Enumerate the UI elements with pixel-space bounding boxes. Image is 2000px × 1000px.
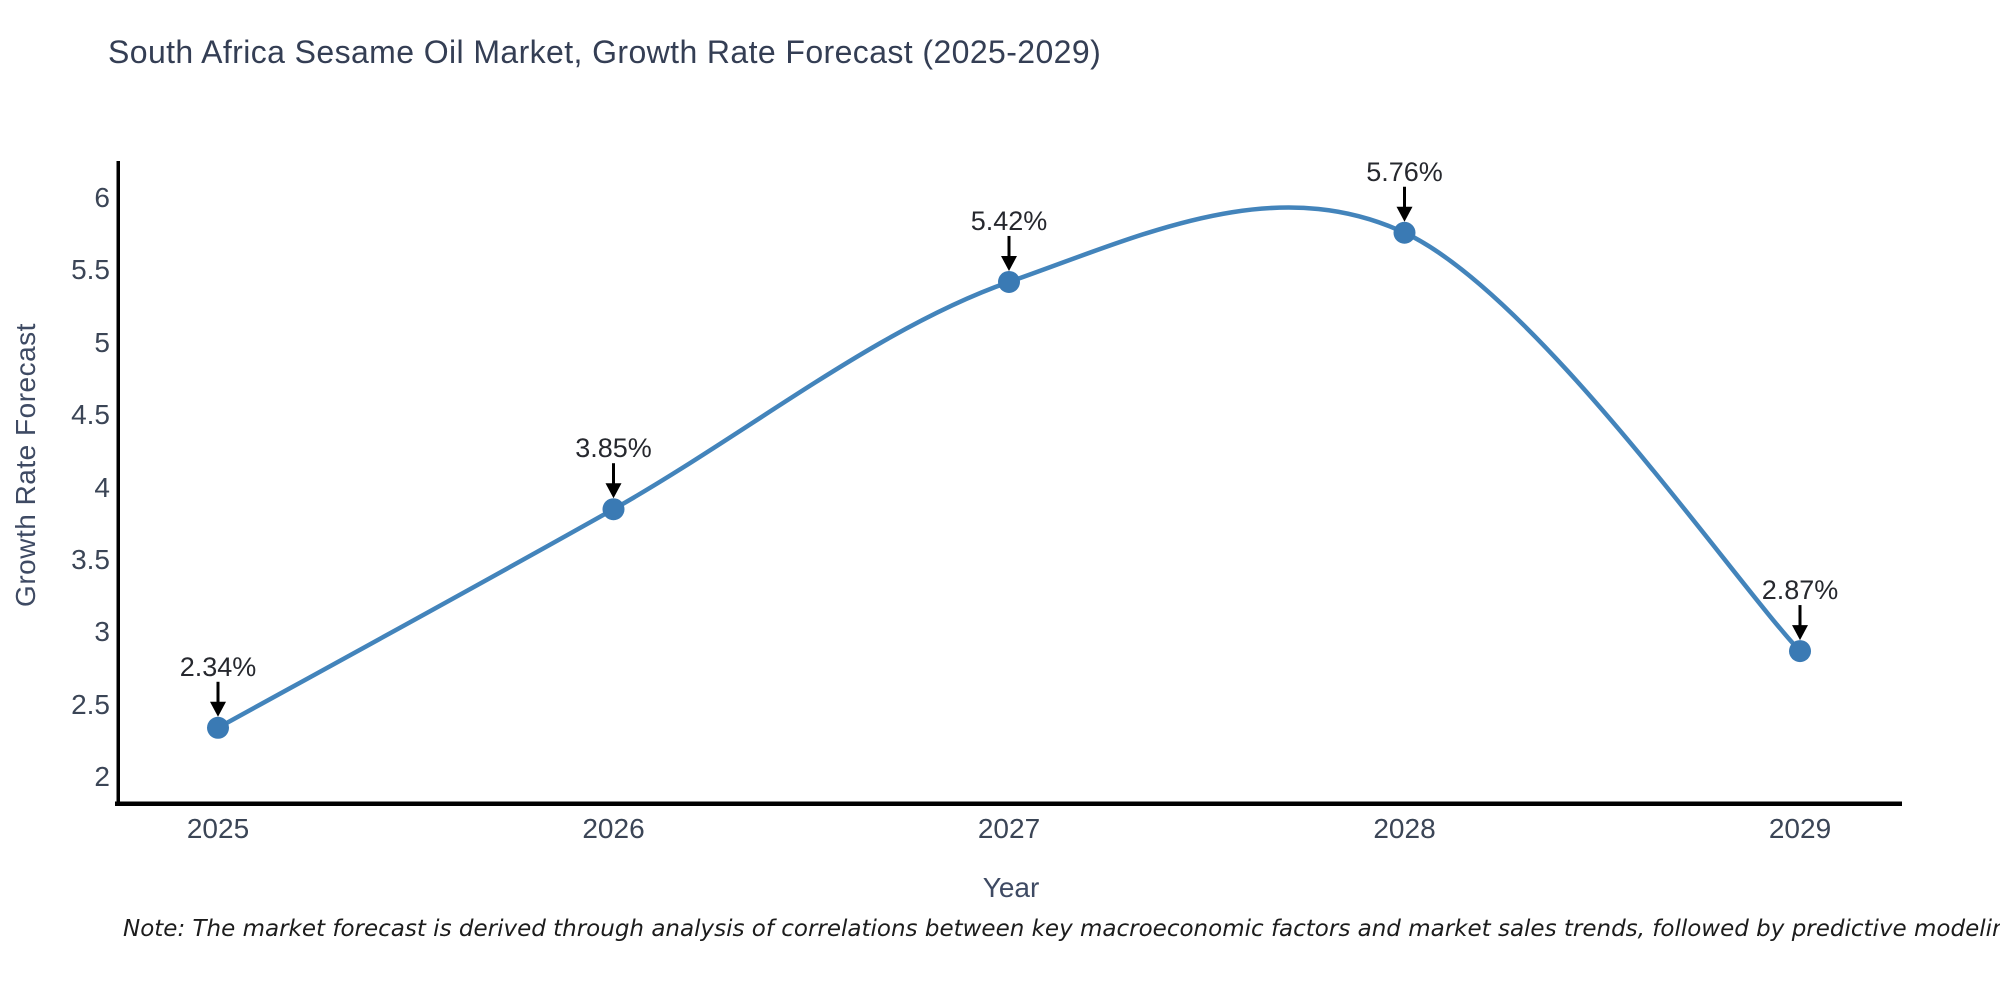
y-tick-label: 4.5 [71, 399, 110, 431]
data-point-annotation: 2.87% [1761, 575, 1839, 606]
data-point-marker [998, 270, 1020, 293]
annotation-arrow-head-icon [210, 701, 226, 717]
x-tick-label: 2027 [977, 813, 1041, 844]
data-point-marker [1393, 221, 1416, 244]
data-point-annotation: 3.85% [575, 433, 652, 464]
y-tick-label: 3.5 [71, 543, 110, 575]
y-axis-title: Growth Rate Forecast [10, 323, 41, 607]
y-tick-label: 6 [94, 182, 110, 213]
x-tick-label: 2028 [1373, 813, 1436, 844]
chart-title: South Africa Sesame Oil Market, Growth R… [108, 34, 1102, 70]
y-axis-spine [116, 161, 120, 805]
data-point-annotation: 2.34% [179, 651, 257, 682]
annotation-arrow-head-icon [1001, 255, 1017, 271]
annotation-arrow-head-icon [605, 483, 622, 499]
data-point-annotation: 5.42% [970, 205, 1048, 236]
x-axis-title: Year [982, 872, 1040, 903]
y-tick-label: 5.5 [71, 254, 110, 286]
x-tick-label: 2029 [1768, 813, 1832, 844]
data-point-annotation: 5.76% [1366, 156, 1443, 187]
data-point-marker [1789, 640, 1811, 663]
y-tick-label: 5 [94, 326, 110, 358]
x-tick-label: 2026 [582, 813, 645, 844]
x-axis-spine [115, 801, 1902, 806]
annotation-arrow-head-icon [1396, 206, 1413, 222]
y-tick-label: 4 [94, 471, 110, 503]
data-point-marker [602, 498, 625, 521]
y-tick-label: 3 [94, 616, 110, 648]
annotation-arrow-head-icon [1792, 625, 1808, 641]
footnote: Note: The market forecast is derived thr… [123, 916, 2000, 942]
y-tick-label: 2 [94, 761, 110, 792]
x-tick-label: 2025 [186, 813, 250, 844]
data-point-marker [207, 716, 229, 739]
y-tick-label: 2.5 [71, 688, 110, 720]
